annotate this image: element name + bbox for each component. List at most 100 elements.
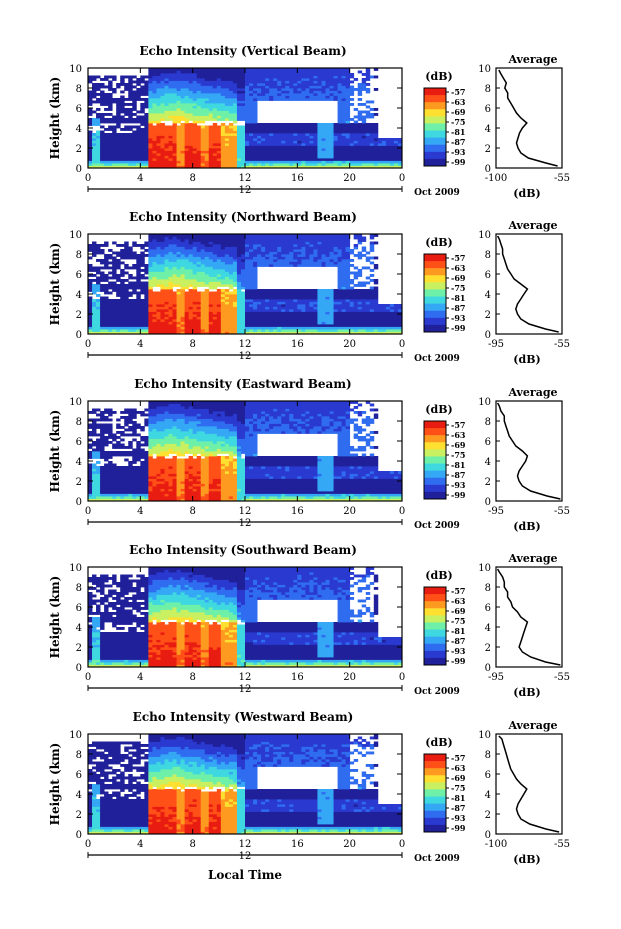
heatmap-cell	[301, 158, 306, 161]
heatmap-cell	[309, 135, 314, 139]
heatmap-cell	[261, 324, 266, 327]
heatmap-cell	[192, 108, 198, 111]
heatmap-cell	[148, 264, 153, 267]
heatmap-cell	[172, 271, 177, 275]
heatmap-cell	[152, 128, 157, 131]
heatmap-cell	[265, 140, 270, 144]
heatmap-cell	[96, 259, 101, 262]
heatmap-cell	[168, 93, 173, 96]
heatmap-cell	[333, 130, 338, 134]
x-tick-label: 8	[189, 173, 195, 184]
average-y-tick-label: 4	[485, 124, 491, 135]
heatmap-cell	[220, 100, 226, 104]
heatmap-cell	[289, 125, 294, 129]
heatmap-cell	[148, 110, 153, 114]
heatmap-cell	[321, 244, 326, 247]
heatmap-cell	[261, 140, 266, 144]
heatmap-cell	[96, 294, 101, 297]
heatmap-cell	[285, 236, 290, 240]
heatmap-cell	[88, 158, 93, 161]
heatmap-cell	[317, 80, 322, 84]
heatmap-cell	[325, 158, 330, 161]
heatmap-cell	[269, 259, 274, 262]
heatmap-cell	[253, 128, 258, 131]
heatmap-cell	[228, 251, 234, 255]
heatmap-cell	[160, 271, 165, 275]
heatmap-cell	[88, 130, 93, 134]
heatmap-cell	[188, 75, 194, 79]
heatmap-cell	[164, 78, 169, 81]
heatmap-cell	[341, 324, 347, 327]
heatmap-cell	[220, 304, 226, 307]
heatmap-cell	[253, 286, 258, 290]
heatmap-cell	[245, 249, 250, 252]
heatmap-cell	[313, 140, 318, 144]
heatmap-cell	[208, 98, 214, 101]
heatmap-cell	[204, 294, 210, 297]
heatmap-cell	[116, 261, 121, 265]
heatmap-cell	[349, 90, 355, 94]
heatmap-cell	[253, 284, 258, 287]
heatmap-cell	[232, 266, 238, 270]
heatmap-cell	[140, 274, 145, 277]
heatmap-cell	[220, 93, 226, 96]
heatmap-cell	[349, 98, 355, 101]
heatmap-cell	[317, 78, 322, 81]
heatmap-cell	[140, 150, 145, 154]
heatmap-cell	[220, 326, 226, 330]
heatmap-cell	[144, 128, 149, 131]
heatmap-cell	[369, 304, 375, 307]
heatmap-cell	[180, 271, 186, 275]
heatmap-cell	[249, 304, 254, 307]
heatmap-cell	[353, 165, 359, 169]
heatmap-cell	[132, 276, 137, 280]
heatmap-cell	[321, 314, 326, 317]
heatmap-cell	[269, 291, 274, 295]
heatmap-cell	[156, 311, 161, 315]
heatmap-cell	[313, 75, 318, 79]
heatmap-cell	[96, 163, 101, 166]
heatmap-cell	[104, 163, 109, 166]
heatmap-cell	[240, 160, 246, 164]
heatmap-cell	[357, 309, 363, 312]
heatmap-cell	[313, 291, 318, 295]
heatmap-cell	[148, 256, 153, 260]
heatmap-cell	[333, 83, 338, 86]
heatmap-cell	[148, 271, 153, 275]
heatmap-cell	[168, 254, 173, 257]
heatmap-cell	[200, 331, 206, 335]
heatmap-cell	[188, 321, 194, 325]
heatmap-cell	[269, 236, 274, 240]
heatmap-cell	[245, 326, 250, 330]
heatmap-cell	[317, 264, 322, 267]
heatmap-cell	[192, 125, 198, 129]
heatmap-cell	[357, 324, 363, 327]
heatmap-cell	[120, 256, 125, 260]
heatmap-cell	[124, 249, 129, 252]
heatmap-cell	[100, 125, 105, 129]
heatmap-cell	[96, 331, 101, 335]
heatmap-cell	[188, 88, 194, 91]
heatmap-cell	[293, 239, 298, 242]
heatmap-cell	[257, 155, 262, 159]
heatmap-cell	[200, 100, 206, 104]
heatmap-cell	[124, 135, 129, 139]
heatmap-cell	[245, 158, 250, 161]
heatmap-cell	[309, 256, 314, 260]
heatmap-cell	[269, 90, 274, 94]
heatmap-cell	[337, 115, 343, 119]
heatmap-cell	[224, 80, 230, 84]
heatmap-cell	[164, 155, 169, 159]
heatmap-cell	[176, 115, 181, 119]
heatmap-cell	[216, 90, 222, 94]
heatmap-cell	[156, 120, 161, 124]
heatmap-cell	[176, 326, 181, 330]
heatmap-cell	[341, 294, 347, 297]
heatmap-cell	[305, 319, 310, 322]
heatmap-cell	[249, 329, 254, 332]
heatmap-cell	[172, 163, 177, 166]
heatmap-cell	[293, 309, 298, 312]
heatmap-cell	[172, 128, 177, 131]
heatmap-cell	[281, 296, 286, 300]
heatmap-cell	[341, 105, 347, 109]
